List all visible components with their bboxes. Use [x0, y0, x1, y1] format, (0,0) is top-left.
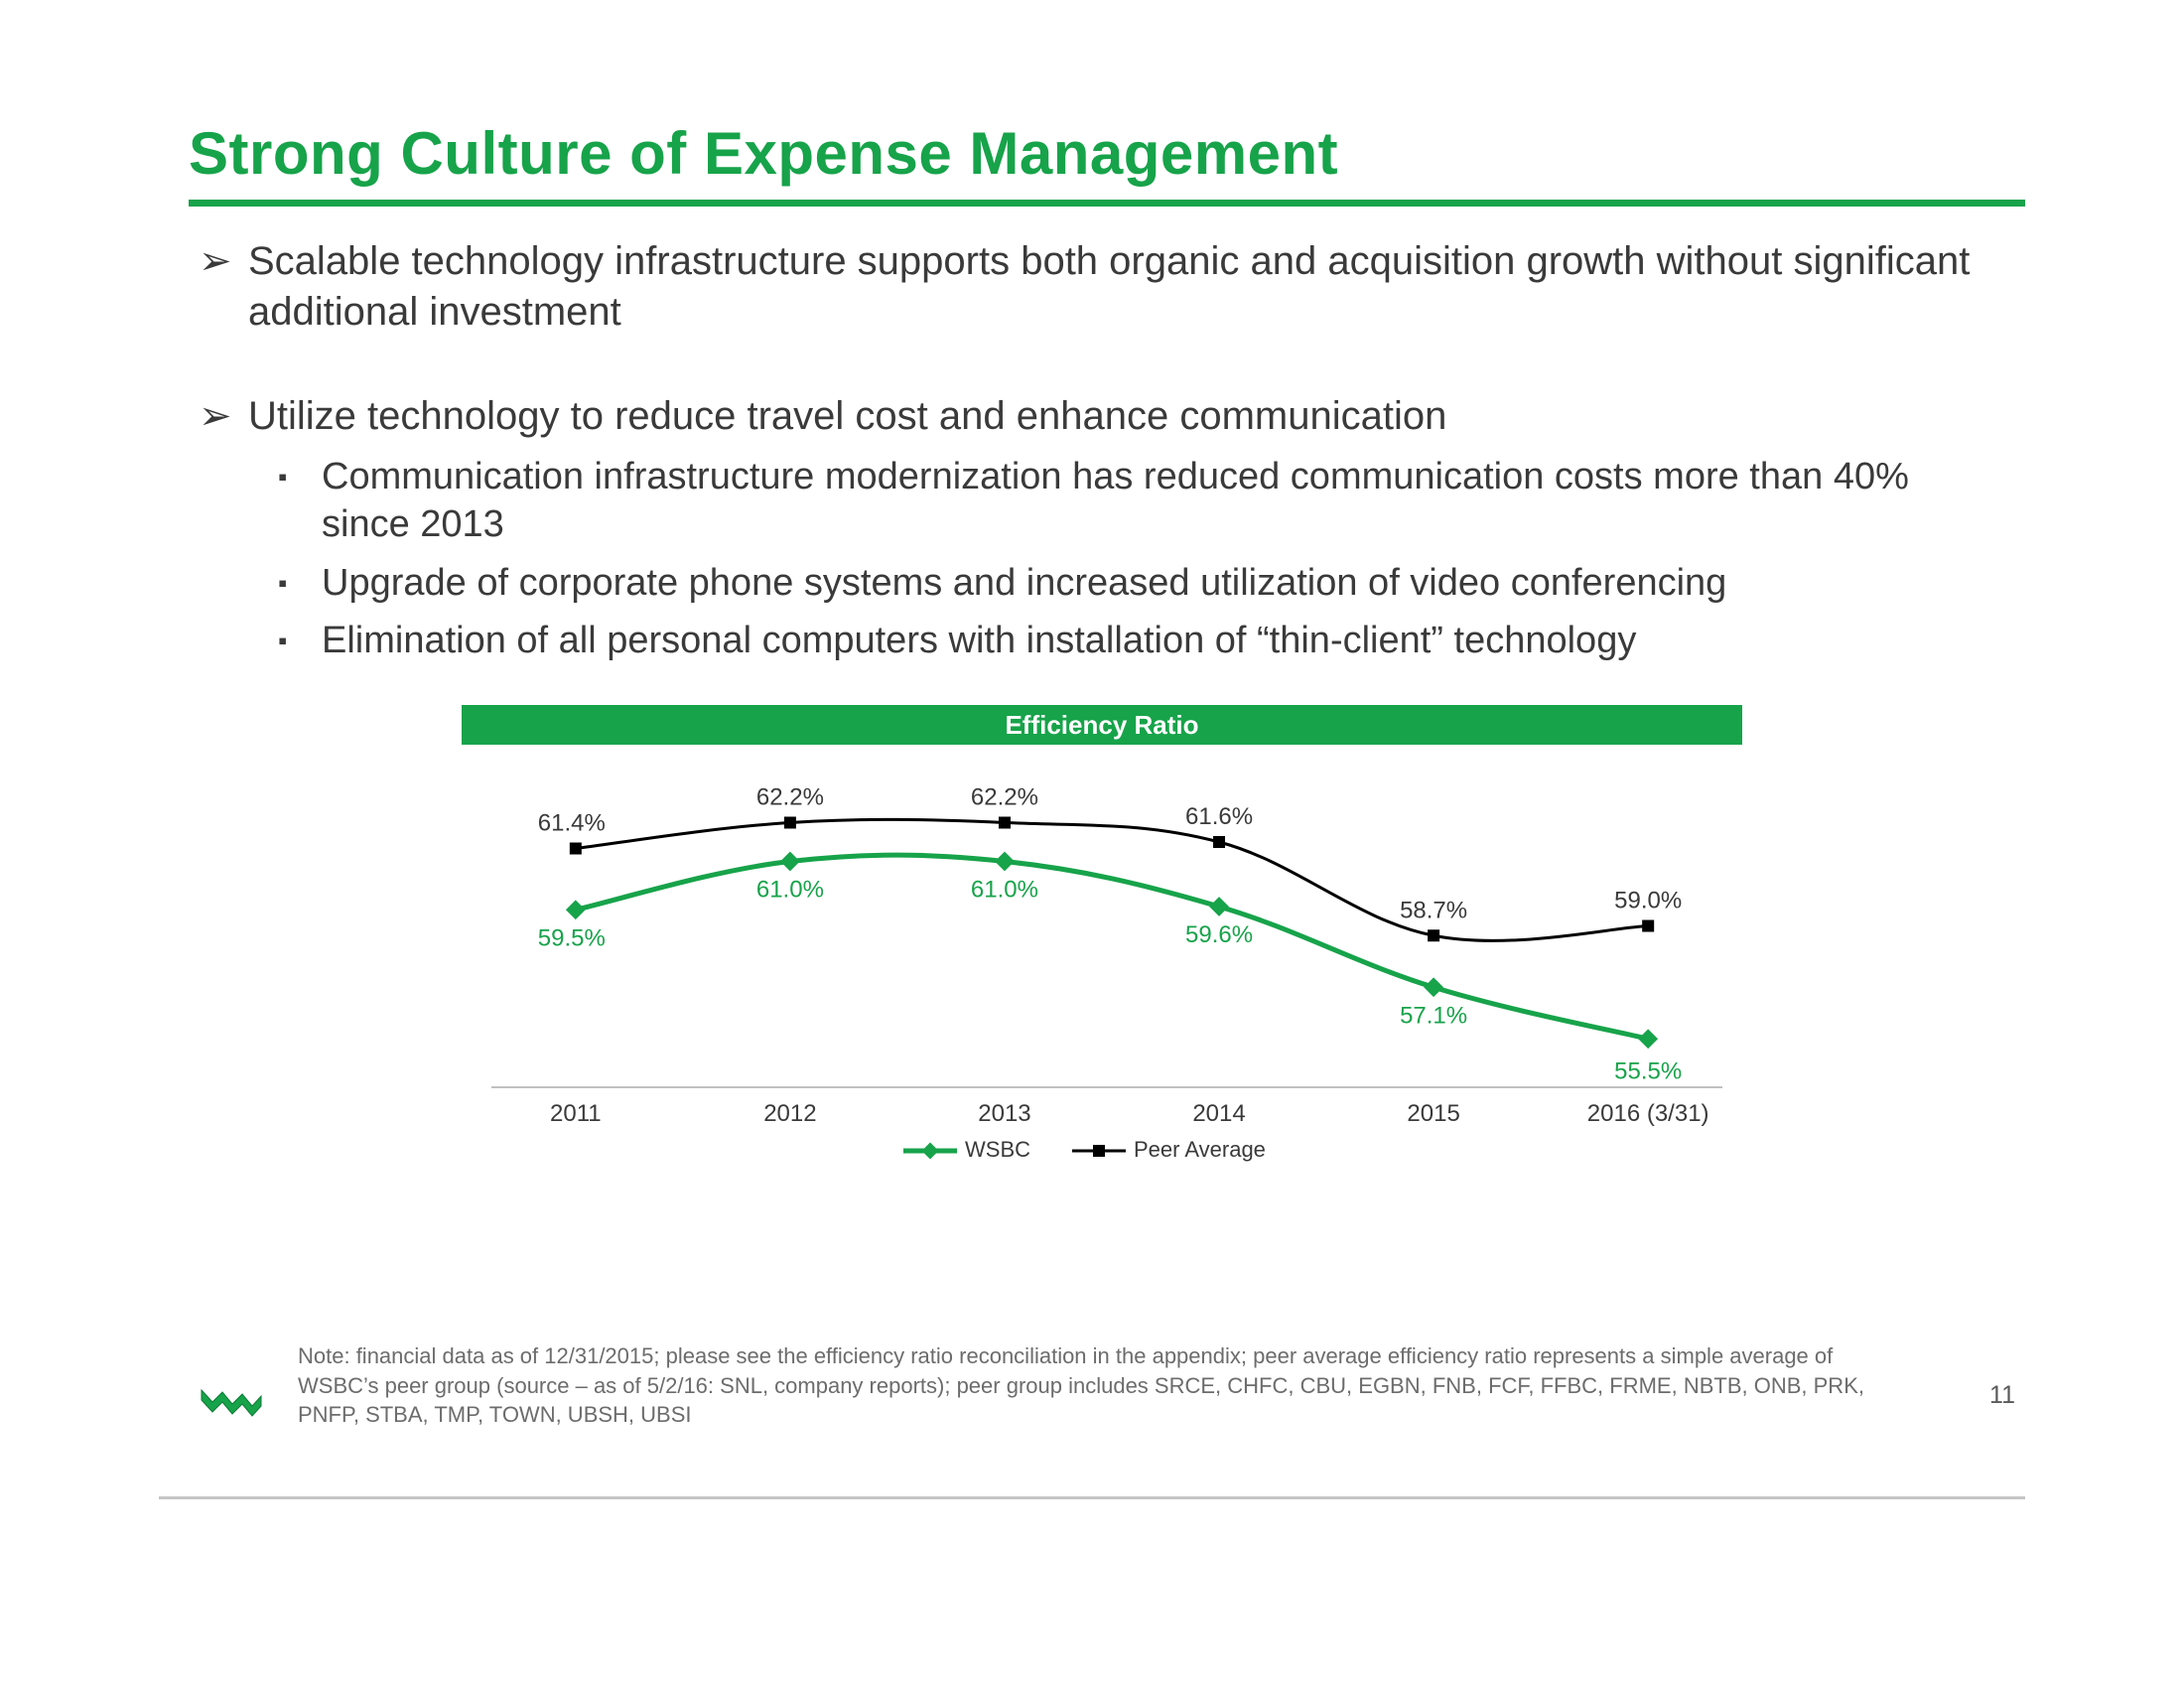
- svg-text:2013: 2013: [978, 1100, 1030, 1127]
- svg-text:2011: 2011: [550, 1100, 602, 1127]
- svg-text:62.2%: 62.2%: [971, 784, 1038, 811]
- company-logo: [199, 1370, 264, 1420]
- bullet-2b-text: Upgrade of corporate phone systems and i…: [322, 559, 2005, 608]
- svg-text:2015: 2015: [1407, 1100, 1459, 1127]
- svg-text:58.7%: 58.7%: [1400, 897, 1467, 923]
- bullet-2a: ▪ Communication infrastructure moderniza…: [278, 453, 2005, 549]
- svg-text:59.6%: 59.6%: [1185, 921, 1253, 948]
- title-underline: [189, 200, 2025, 207]
- svg-text:59.0%: 59.0%: [1614, 888, 1682, 914]
- svg-text:59.5%: 59.5%: [538, 924, 606, 951]
- square-bullet-icon: ▪: [278, 617, 322, 657]
- svg-text:55.5%: 55.5%: [1614, 1057, 1682, 1084]
- bullet-1-text: Scalable technology infrastructure suppo…: [248, 236, 2005, 338]
- svg-text:2014: 2014: [1192, 1100, 1245, 1127]
- svg-text:2012: 2012: [763, 1100, 816, 1127]
- chart-svg: Efficiency Ratio 2011 2012 2013 2014 2015 2016…: [462, 705, 1742, 1182]
- bottom-divider: [159, 1496, 2025, 1499]
- bullet-1: ➢ Scalable technology infrastructure sup…: [199, 236, 2005, 338]
- svg-text:62.2%: 62.2%: [756, 784, 824, 811]
- svg-text:61.0%: 61.0%: [756, 877, 824, 904]
- svg-text:61.4%: 61.4%: [538, 810, 606, 837]
- bullet-2-text: Utilize technology to reduce travel cost…: [248, 391, 2005, 442]
- footnote-text: Note: financial data as of 12/31/2015; p…: [298, 1341, 1906, 1430]
- bullet-2: ➢ Utilize technology to reduce travel co…: [199, 391, 2005, 442]
- svg-text:Efficiency Ratio: Efficiency Ratio: [1005, 710, 1198, 740]
- square-bullet-icon: ▪: [278, 453, 322, 493]
- svg-text:57.1%: 57.1%: [1400, 1002, 1467, 1029]
- bullet-2c: ▪ Elimination of all personal computers …: [278, 617, 2005, 665]
- svg-text:61.6%: 61.6%: [1185, 803, 1253, 830]
- slide-title: Strong Culture of Expense Management: [189, 119, 2025, 188]
- svg-text:61.0%: 61.0%: [971, 877, 1038, 904]
- svg-text:WSBC: WSBC: [965, 1137, 1030, 1162]
- bullet-2a-text: Communication infrastructure modernizati…: [322, 453, 2005, 549]
- svg-text:Peer Average: Peer Average: [1134, 1137, 1266, 1162]
- svg-text:2016 (3/31): 2016 (3/31): [1587, 1100, 1709, 1127]
- bullet-2c-text: Elimination of all personal computers wi…: [322, 617, 2005, 665]
- square-bullet-icon: ▪: [278, 559, 322, 600]
- chevron-right-icon: ➢: [199, 236, 248, 287]
- slide: Strong Culture of Expense Management ➢ S…: [0, 0, 2184, 1688]
- bullet-2b: ▪ Upgrade of corporate phone systems and…: [278, 559, 2005, 608]
- content-area: ➢ Scalable technology infrastructure sup…: [189, 236, 2025, 1187]
- page-number: 11: [1989, 1381, 2015, 1410]
- efficiency-ratio-chart: Efficiency Ratio 2011 2012 2013 2014 2015 2016…: [462, 705, 1742, 1187]
- logo-icon: [199, 1370, 264, 1420]
- chevron-right-icon: ➢: [199, 391, 248, 442]
